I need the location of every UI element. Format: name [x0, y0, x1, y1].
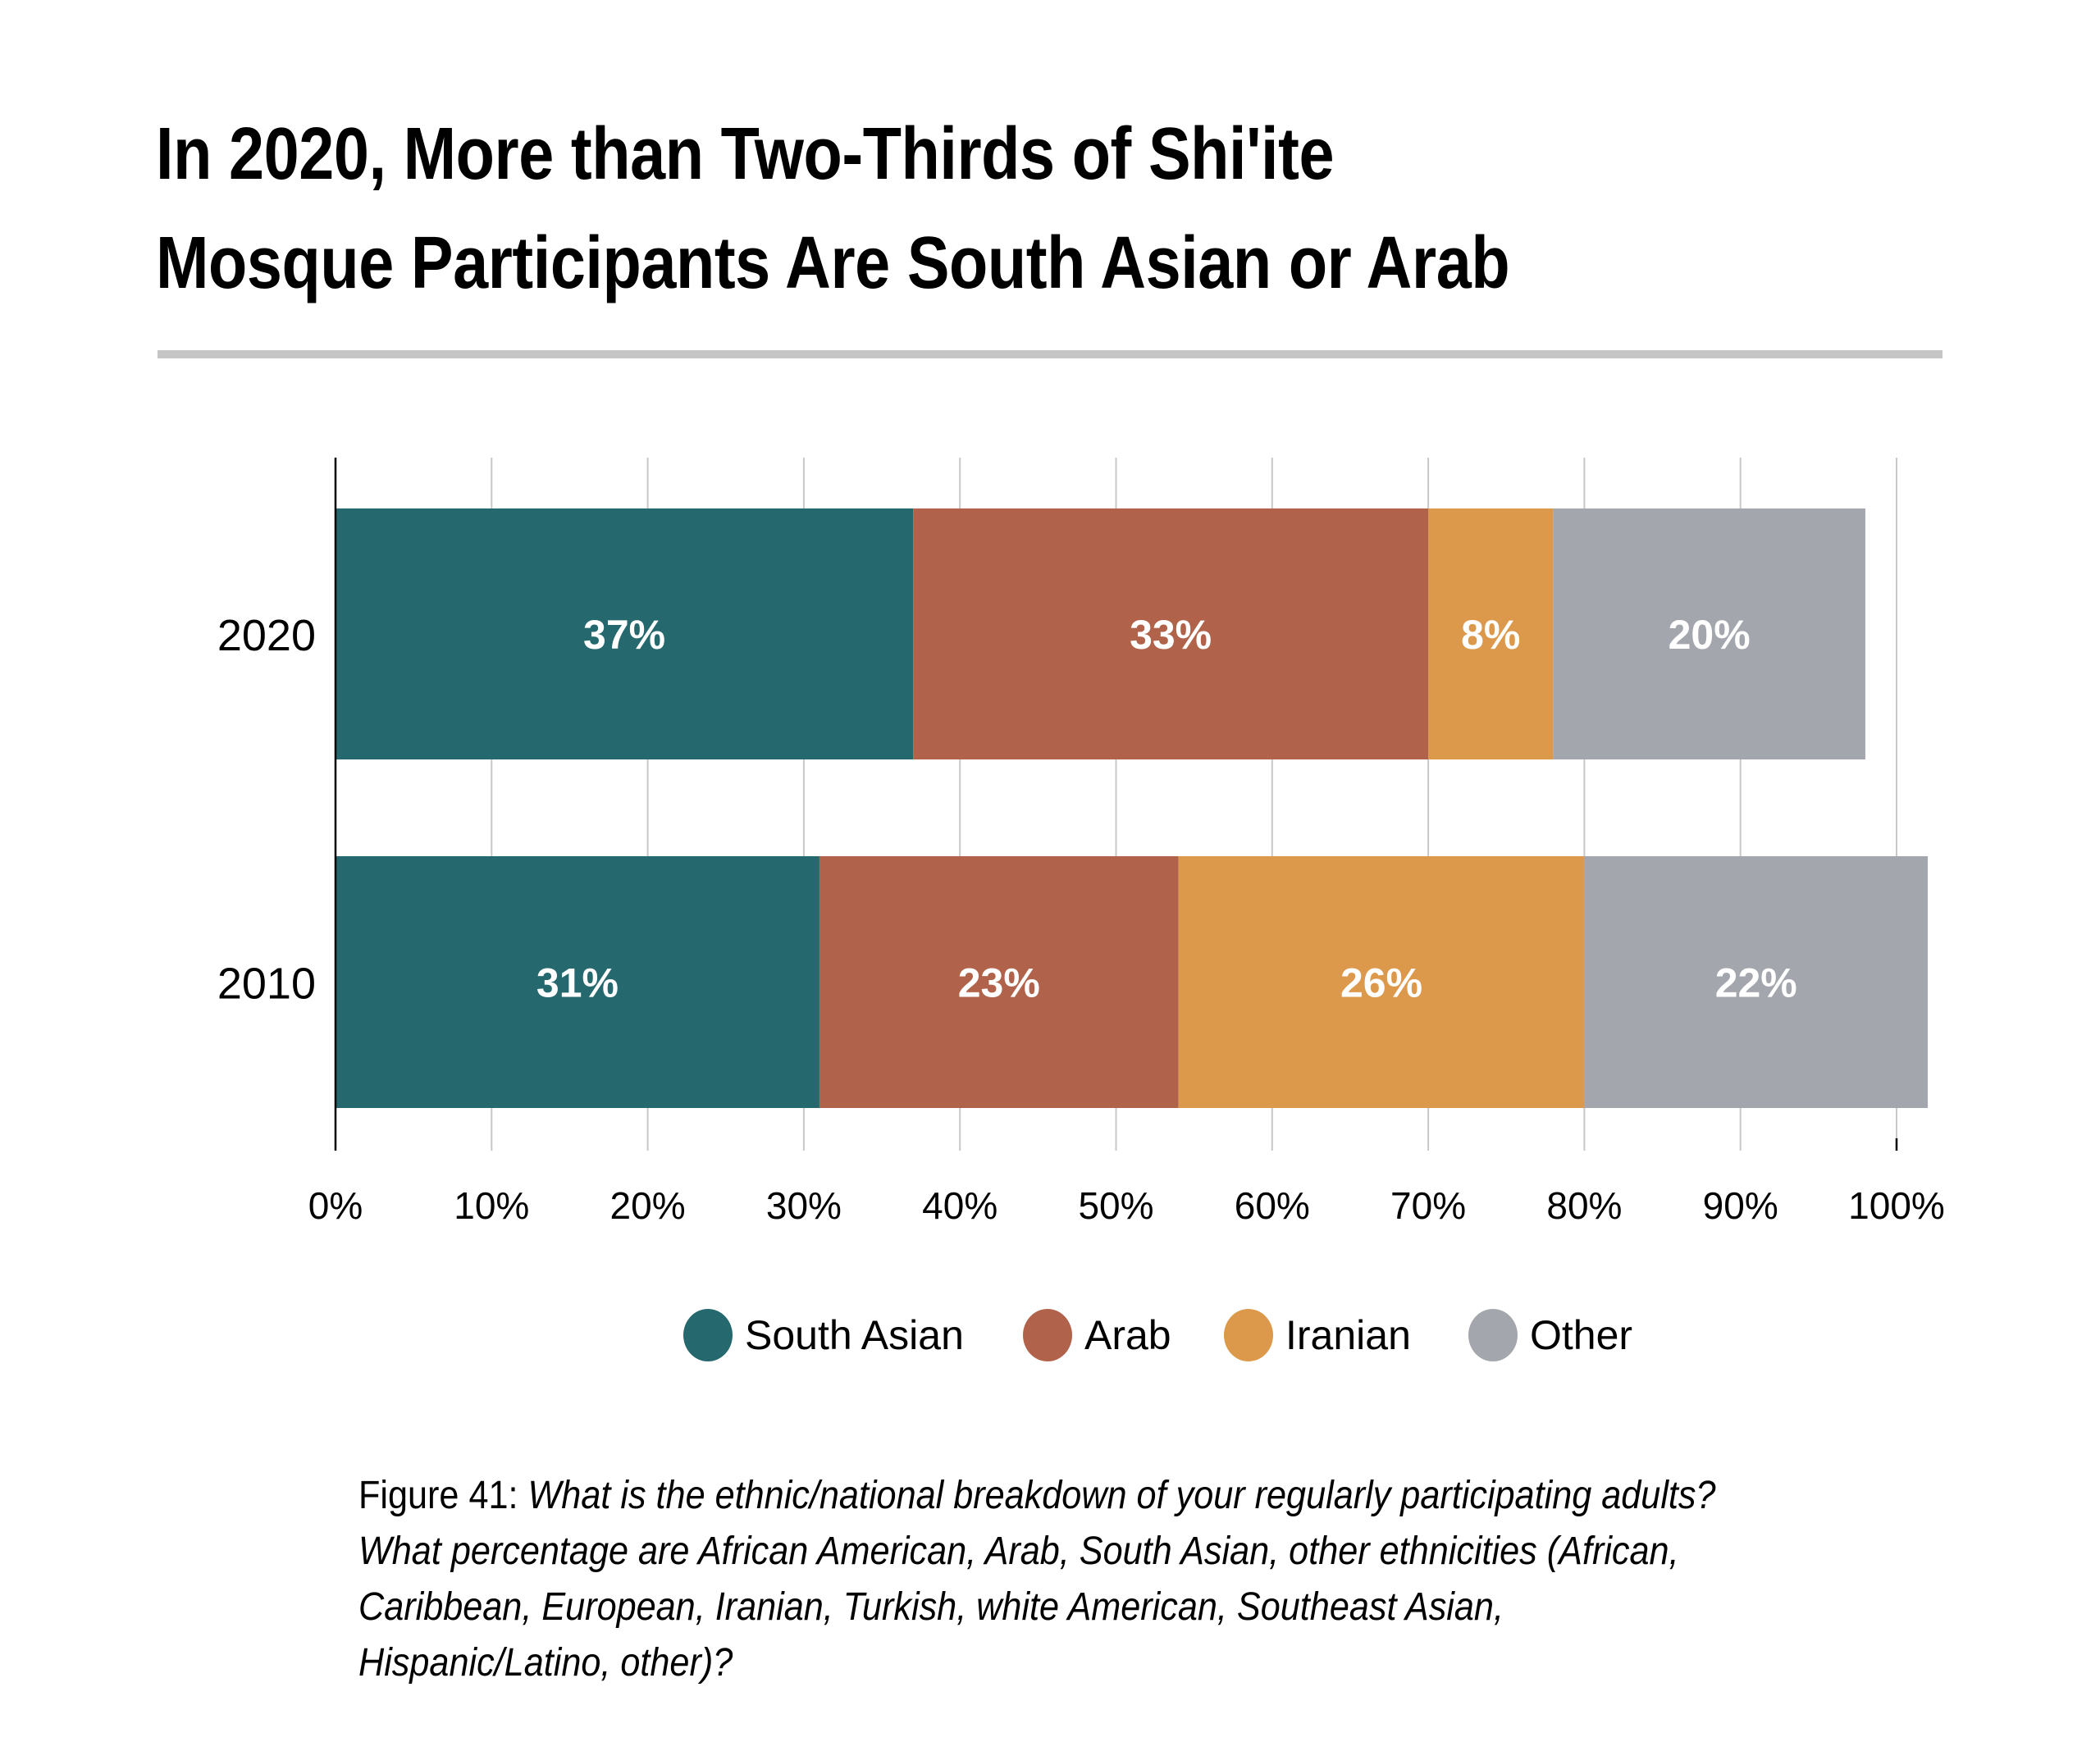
bar-2020-arab — [913, 508, 1429, 759]
y-label-2010: 2010 — [217, 960, 316, 1009]
x-tick-label-30: 30% — [766, 1184, 842, 1227]
x-tick-label-80: 80% — [1546, 1184, 1622, 1227]
legend-label-south-asian: South Asian — [745, 1312, 964, 1358]
chart-title: In 2020, More than Two-Thirds of Shi'ite… — [156, 100, 1510, 318]
legend-label-arab: Arab — [1084, 1312, 1171, 1358]
axes — [334, 458, 1898, 1151]
bar-2010-other — [1584, 856, 1929, 1108]
data-label-2010-other: 22% — [1715, 960, 1797, 1006]
bar-2010-iranian — [1178, 856, 1585, 1108]
x-tick-label-40: 40% — [922, 1184, 998, 1227]
chart-title-line-2: Mosque Participants Are South Asian or A… — [156, 222, 1510, 304]
bar-2020-iranian — [1428, 508, 1554, 759]
stacked-bar-chart: 37% 33% 8% 20% 31% 23% 26% 22% 0% 10% 20% 30% 40% 50… — [217, 458, 1945, 1361]
legend-swatch-south-asian — [683, 1309, 733, 1361]
figure-caption: Figure 41: What is the ethnic/national b… — [358, 1468, 1761, 1691]
y-label-2020: 2020 — [217, 611, 316, 660]
bar-2020-other — [1553, 508, 1865, 759]
data-label-2010-arab: 23% — [958, 960, 1040, 1006]
bar-2010-south-asian — [336, 856, 819, 1108]
data-label-2010-south-asian: 31% — [536, 960, 619, 1006]
data-label-2010-iranian: 26% — [1340, 960, 1422, 1006]
bar-2010-arab — [819, 856, 1179, 1108]
x-tick-label-100: 100% — [1848, 1184, 1945, 1227]
y-category-labels: 2020 2010 — [217, 611, 316, 1009]
bars: 37% 33% 8% 20% 31% 23% 26% 22% — [336, 508, 1929, 1108]
x-tick-label-60: 60% — [1235, 1184, 1310, 1227]
chart-title-line-1: In 2020, More than Two-Thirds of Shi'ite — [156, 113, 1335, 195]
legend-label-iranian: Iranian — [1285, 1312, 1411, 1358]
legend-swatch-arab — [1023, 1309, 1072, 1361]
data-label-2020-iranian: 8% — [1461, 612, 1520, 658]
x-tick-labels: 0% 10% 20% 30% 40% 50% 60% 70% 80% 90% 100% — [308, 1184, 1945, 1227]
x-tick-label-50: 50% — [1078, 1184, 1153, 1227]
legend-label-other: Other — [1530, 1312, 1632, 1358]
x-tick-label-90: 90% — [1703, 1184, 1778, 1227]
bar-2020-south-asian — [336, 508, 914, 759]
legend-swatch-iranian — [1224, 1309, 1273, 1361]
legend: South Asian Arab Iranian Other — [683, 1309, 1632, 1361]
data-label-2020-arab: 33% — [1130, 612, 1212, 658]
x-tick-label-10: 10% — [454, 1184, 529, 1227]
legend-swatch-other — [1468, 1309, 1518, 1361]
data-label-2020-other: 20% — [1669, 612, 1751, 658]
title-divider — [158, 350, 1942, 358]
x-tick-label-0: 0% — [308, 1184, 363, 1227]
x-tick-label-20: 20% — [610, 1184, 686, 1227]
figure-question: What is the ethnic/national breakdown of… — [358, 1474, 1716, 1685]
figure-label: Figure 41: — [358, 1474, 518, 1517]
data-label-2020-south-asian: 37% — [583, 612, 665, 658]
x-tick-label-70: 70% — [1390, 1184, 1466, 1227]
